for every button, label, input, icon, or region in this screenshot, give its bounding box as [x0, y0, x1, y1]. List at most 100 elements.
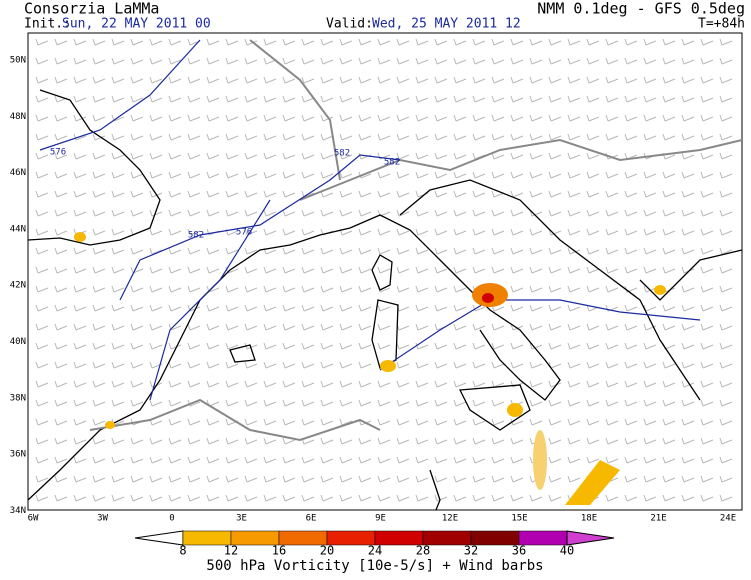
wind-barb — [548, 38, 562, 46]
wind-barb — [358, 285, 372, 293]
wind-barb — [263, 228, 277, 236]
wind-barb — [719, 114, 733, 122]
wind-barb — [339, 494, 353, 502]
wind-barb — [472, 456, 486, 464]
wind-barb — [586, 209, 600, 217]
wind-barb — [624, 38, 638, 46]
wind-barb — [662, 304, 676, 312]
wind-barb — [168, 285, 182, 293]
wind-barb — [567, 437, 581, 445]
wind-barb — [605, 418, 619, 426]
wind-barb — [263, 190, 277, 198]
wind-barb — [130, 152, 144, 160]
wind-barb — [396, 247, 410, 255]
wind-barb — [491, 342, 505, 350]
wind-barb — [605, 285, 619, 293]
wind-barb — [244, 152, 258, 160]
wind-barb — [453, 342, 467, 350]
wind-barb — [510, 285, 524, 293]
wind-barb — [73, 323, 87, 331]
wind-barb — [320, 152, 334, 160]
wind-barb — [111, 247, 125, 255]
wind-barb — [719, 475, 733, 483]
wind-barb — [700, 494, 714, 502]
wind-barb — [377, 494, 391, 502]
wind-barb — [263, 323, 277, 331]
wind-barb — [415, 304, 429, 312]
wind-barb — [320, 380, 334, 388]
wind-barb — [301, 152, 315, 160]
wind-barb — [491, 57, 505, 65]
wind-barb — [510, 266, 524, 274]
wind-barb — [396, 380, 410, 388]
wind-barb — [282, 342, 296, 350]
contour-label: 582 — [334, 149, 350, 159]
wind-barb — [263, 475, 277, 483]
wind-barb — [415, 285, 429, 293]
wind-barb — [472, 228, 486, 236]
wind-barb — [130, 323, 144, 331]
wind-barb — [548, 475, 562, 483]
wind-barb — [453, 456, 467, 464]
wind-barb — [35, 361, 49, 369]
wind-barb — [453, 171, 467, 179]
wind-barb — [624, 171, 638, 179]
wind-barb — [700, 114, 714, 122]
wind-barb — [605, 57, 619, 65]
wind-barb — [453, 209, 467, 217]
wind-barb — [491, 323, 505, 331]
wind-barb — [624, 475, 638, 483]
wind-barb — [510, 171, 524, 179]
wind-barb — [358, 38, 372, 46]
wind-barb — [339, 247, 353, 255]
wind-barb — [358, 114, 372, 122]
wind-barb — [358, 209, 372, 217]
wind-barb — [168, 209, 182, 217]
wind-barb — [92, 361, 106, 369]
wind-barb — [700, 361, 714, 369]
wind-barb — [282, 475, 296, 483]
wind-barb — [510, 342, 524, 350]
wind-barb — [453, 114, 467, 122]
wind-barb — [529, 399, 543, 407]
wind-barb — [700, 76, 714, 84]
wind-barb — [149, 228, 163, 236]
wind-barb — [244, 247, 258, 255]
wind-barb — [586, 456, 600, 464]
wind-barb — [263, 76, 277, 84]
wind-barb — [244, 323, 258, 331]
wind-barb — [453, 228, 467, 236]
wind-barb — [301, 95, 315, 103]
wind-barb — [548, 171, 562, 179]
wind-barb — [225, 399, 239, 407]
wind-barb — [624, 57, 638, 65]
wind-barb — [149, 304, 163, 312]
wind-barb — [282, 133, 296, 141]
wind-barb — [149, 114, 163, 122]
wind-barb — [263, 304, 277, 312]
wind-barb — [567, 114, 581, 122]
wind-barb — [700, 475, 714, 483]
wind-barb — [263, 456, 277, 464]
wind-barb — [282, 304, 296, 312]
wind-barb — [472, 266, 486, 274]
wind-barb — [510, 38, 524, 46]
wind-barb — [206, 57, 220, 65]
lon-label: 21E — [650, 514, 666, 524]
wind-barb — [529, 171, 543, 179]
wind-barb — [567, 323, 581, 331]
wind-barb — [35, 133, 49, 141]
wind-barb — [586, 228, 600, 236]
wind-barb — [187, 152, 201, 160]
wind-barb — [605, 114, 619, 122]
wind-barb — [681, 133, 695, 141]
wind-barb — [111, 285, 125, 293]
wind-barb — [149, 247, 163, 255]
lon-label: 6E — [306, 514, 317, 524]
wind-barb — [434, 285, 448, 293]
colorbar-tick-label: 28 — [416, 544, 430, 558]
wind-barb — [358, 380, 372, 388]
wind-barb — [54, 247, 68, 255]
wind-barb — [377, 76, 391, 84]
wind-barb — [92, 57, 106, 65]
